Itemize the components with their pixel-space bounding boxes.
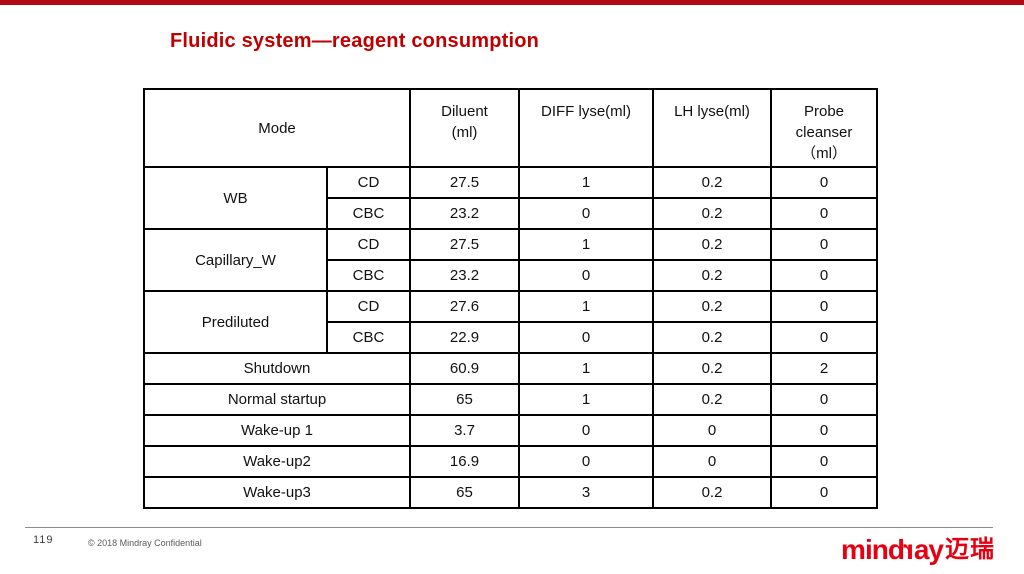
value-cell: 0 <box>770 228 878 261</box>
header-mode: Mode <box>143 88 411 168</box>
reagent-consumption-table: Mode Diluent (ml) DIFF lyse(ml) LH lyse(ml)… <box>143 88 878 509</box>
value-cell: 16.9 <box>409 445 520 478</box>
header-probe-cleanser: Probe cleanser （ml） <box>770 88 878 168</box>
header-lh-lyse: LH lyse(ml) <box>652 88 772 168</box>
logo-wordmark: mindray <box>841 534 944 565</box>
table-row: WB CD 27.5 1 0.2 0 <box>143 166 878 230</box>
value-cell: 23.2 <box>409 259 520 292</box>
submode-cell: CD <box>326 228 411 261</box>
mode-cell: Shutdown <box>143 352 411 385</box>
header-row: Mode Diluent (ml) DIFF lyse(ml) LH lyse(ml)… <box>143 88 878 168</box>
table-row: CBC 23.2 0 0.2 0 <box>144 197 878 230</box>
value-cell: 0 <box>770 445 878 478</box>
table-row: Wake-up 1 3.7 0 0 0 <box>143 414 878 447</box>
value-cell: 0 <box>770 321 878 354</box>
mode-cell: Normal startup <box>143 383 411 416</box>
value-cell: 0 <box>770 476 878 509</box>
value-cell: 0.2 <box>652 476 772 509</box>
table-row: CBC 23.2 0 0.2 0 <box>144 259 878 292</box>
value-cell: 1 <box>518 166 654 199</box>
value-cell: 0 <box>518 445 654 478</box>
value-cell: 0 <box>518 259 654 292</box>
mode-cell: Capillary_W <box>143 228 328 292</box>
value-cell: 0 <box>770 383 878 416</box>
logo-cjk-text: 迈瑞 <box>945 536 995 563</box>
footer-divider <box>25 527 993 528</box>
header-diff-lyse: DIFF lyse(ml) <box>518 88 654 168</box>
submode-cell: CBC <box>326 197 411 230</box>
slide-title: Fluidic system—reagent consumption <box>170 30 540 52</box>
value-cell: 0.2 <box>652 383 772 416</box>
logo-mirrored-r: r <box>903 534 914 565</box>
mode-cell: Wake-up 1 <box>143 414 411 447</box>
value-cell: 0 <box>770 290 878 323</box>
value-cell: 3.7 <box>409 414 520 447</box>
value-cell: 0.2 <box>652 259 772 292</box>
mode-cell: Wake-up2 <box>143 445 411 478</box>
value-cell: 27.5 <box>409 166 520 199</box>
copyright-text: © 2018 Mindray Confidential <box>88 538 202 548</box>
table-row: Capillary_W CD 27.5 1 0.2 0 <box>143 228 878 292</box>
value-cell: 0.2 <box>652 166 772 199</box>
value-cell: 0.2 <box>652 290 772 323</box>
table-row: CBC 22.9 0 0.2 0 <box>144 321 878 354</box>
value-cell: 0 <box>770 197 878 230</box>
value-cell: 0 <box>652 445 772 478</box>
value-cell: 23.2 <box>409 197 520 230</box>
submode-cell: CD <box>326 290 411 323</box>
page-number: 119 <box>33 534 54 546</box>
mindray-logo: mindray迈瑞 <box>790 529 995 566</box>
value-cell: 0 <box>518 414 654 447</box>
value-cell: 0 <box>770 166 878 199</box>
table-row: Prediluted CD 27.6 1 0.2 0 <box>143 290 878 354</box>
submode-cell: CBC <box>326 259 411 292</box>
logo-text-post: ay <box>913 534 944 565</box>
header-diluent: Diluent (ml) <box>409 88 520 168</box>
value-cell: 1 <box>518 228 654 261</box>
value-cell: 65 <box>409 476 520 509</box>
mode-cell: WB <box>143 166 328 230</box>
value-cell: 0 <box>518 321 654 354</box>
value-cell: 60.9 <box>409 352 520 385</box>
value-cell: 27.5 <box>409 228 520 261</box>
value-cell: 3 <box>518 476 654 509</box>
value-cell: 0.2 <box>652 321 772 354</box>
table-row: Normal startup 65 1 0.2 0 <box>143 383 878 416</box>
value-cell: 0 <box>770 259 878 292</box>
value-cell: 22.9 <box>409 321 520 354</box>
value-cell: 0.2 <box>652 228 772 261</box>
table-row: Shutdown 60.9 1 0.2 2 <box>143 352 878 385</box>
value-cell: 27.6 <box>409 290 520 323</box>
value-cell: 1 <box>518 352 654 385</box>
value-cell: 0.2 <box>652 352 772 385</box>
table-row: Wake-up2 16.9 0 0 0 <box>143 445 878 478</box>
value-cell: 0 <box>770 414 878 447</box>
value-cell: 0 <box>652 414 772 447</box>
logo-text-pre: mind <box>841 534 905 565</box>
value-cell: 0 <box>518 197 654 230</box>
value-cell: 1 <box>518 383 654 416</box>
submode-cell: CBC <box>326 321 411 354</box>
mode-cell: Prediluted <box>143 290 328 354</box>
table-row: Wake-up3 65 3 0.2 0 <box>143 476 878 509</box>
mode-cell: Wake-up3 <box>143 476 411 509</box>
submode-cell: CD <box>326 166 411 199</box>
value-cell: 0.2 <box>652 197 772 230</box>
value-cell: 2 <box>770 352 878 385</box>
value-cell: 65 <box>409 383 520 416</box>
value-cell: 1 <box>518 290 654 323</box>
top-accent-bar <box>0 0 1024 5</box>
